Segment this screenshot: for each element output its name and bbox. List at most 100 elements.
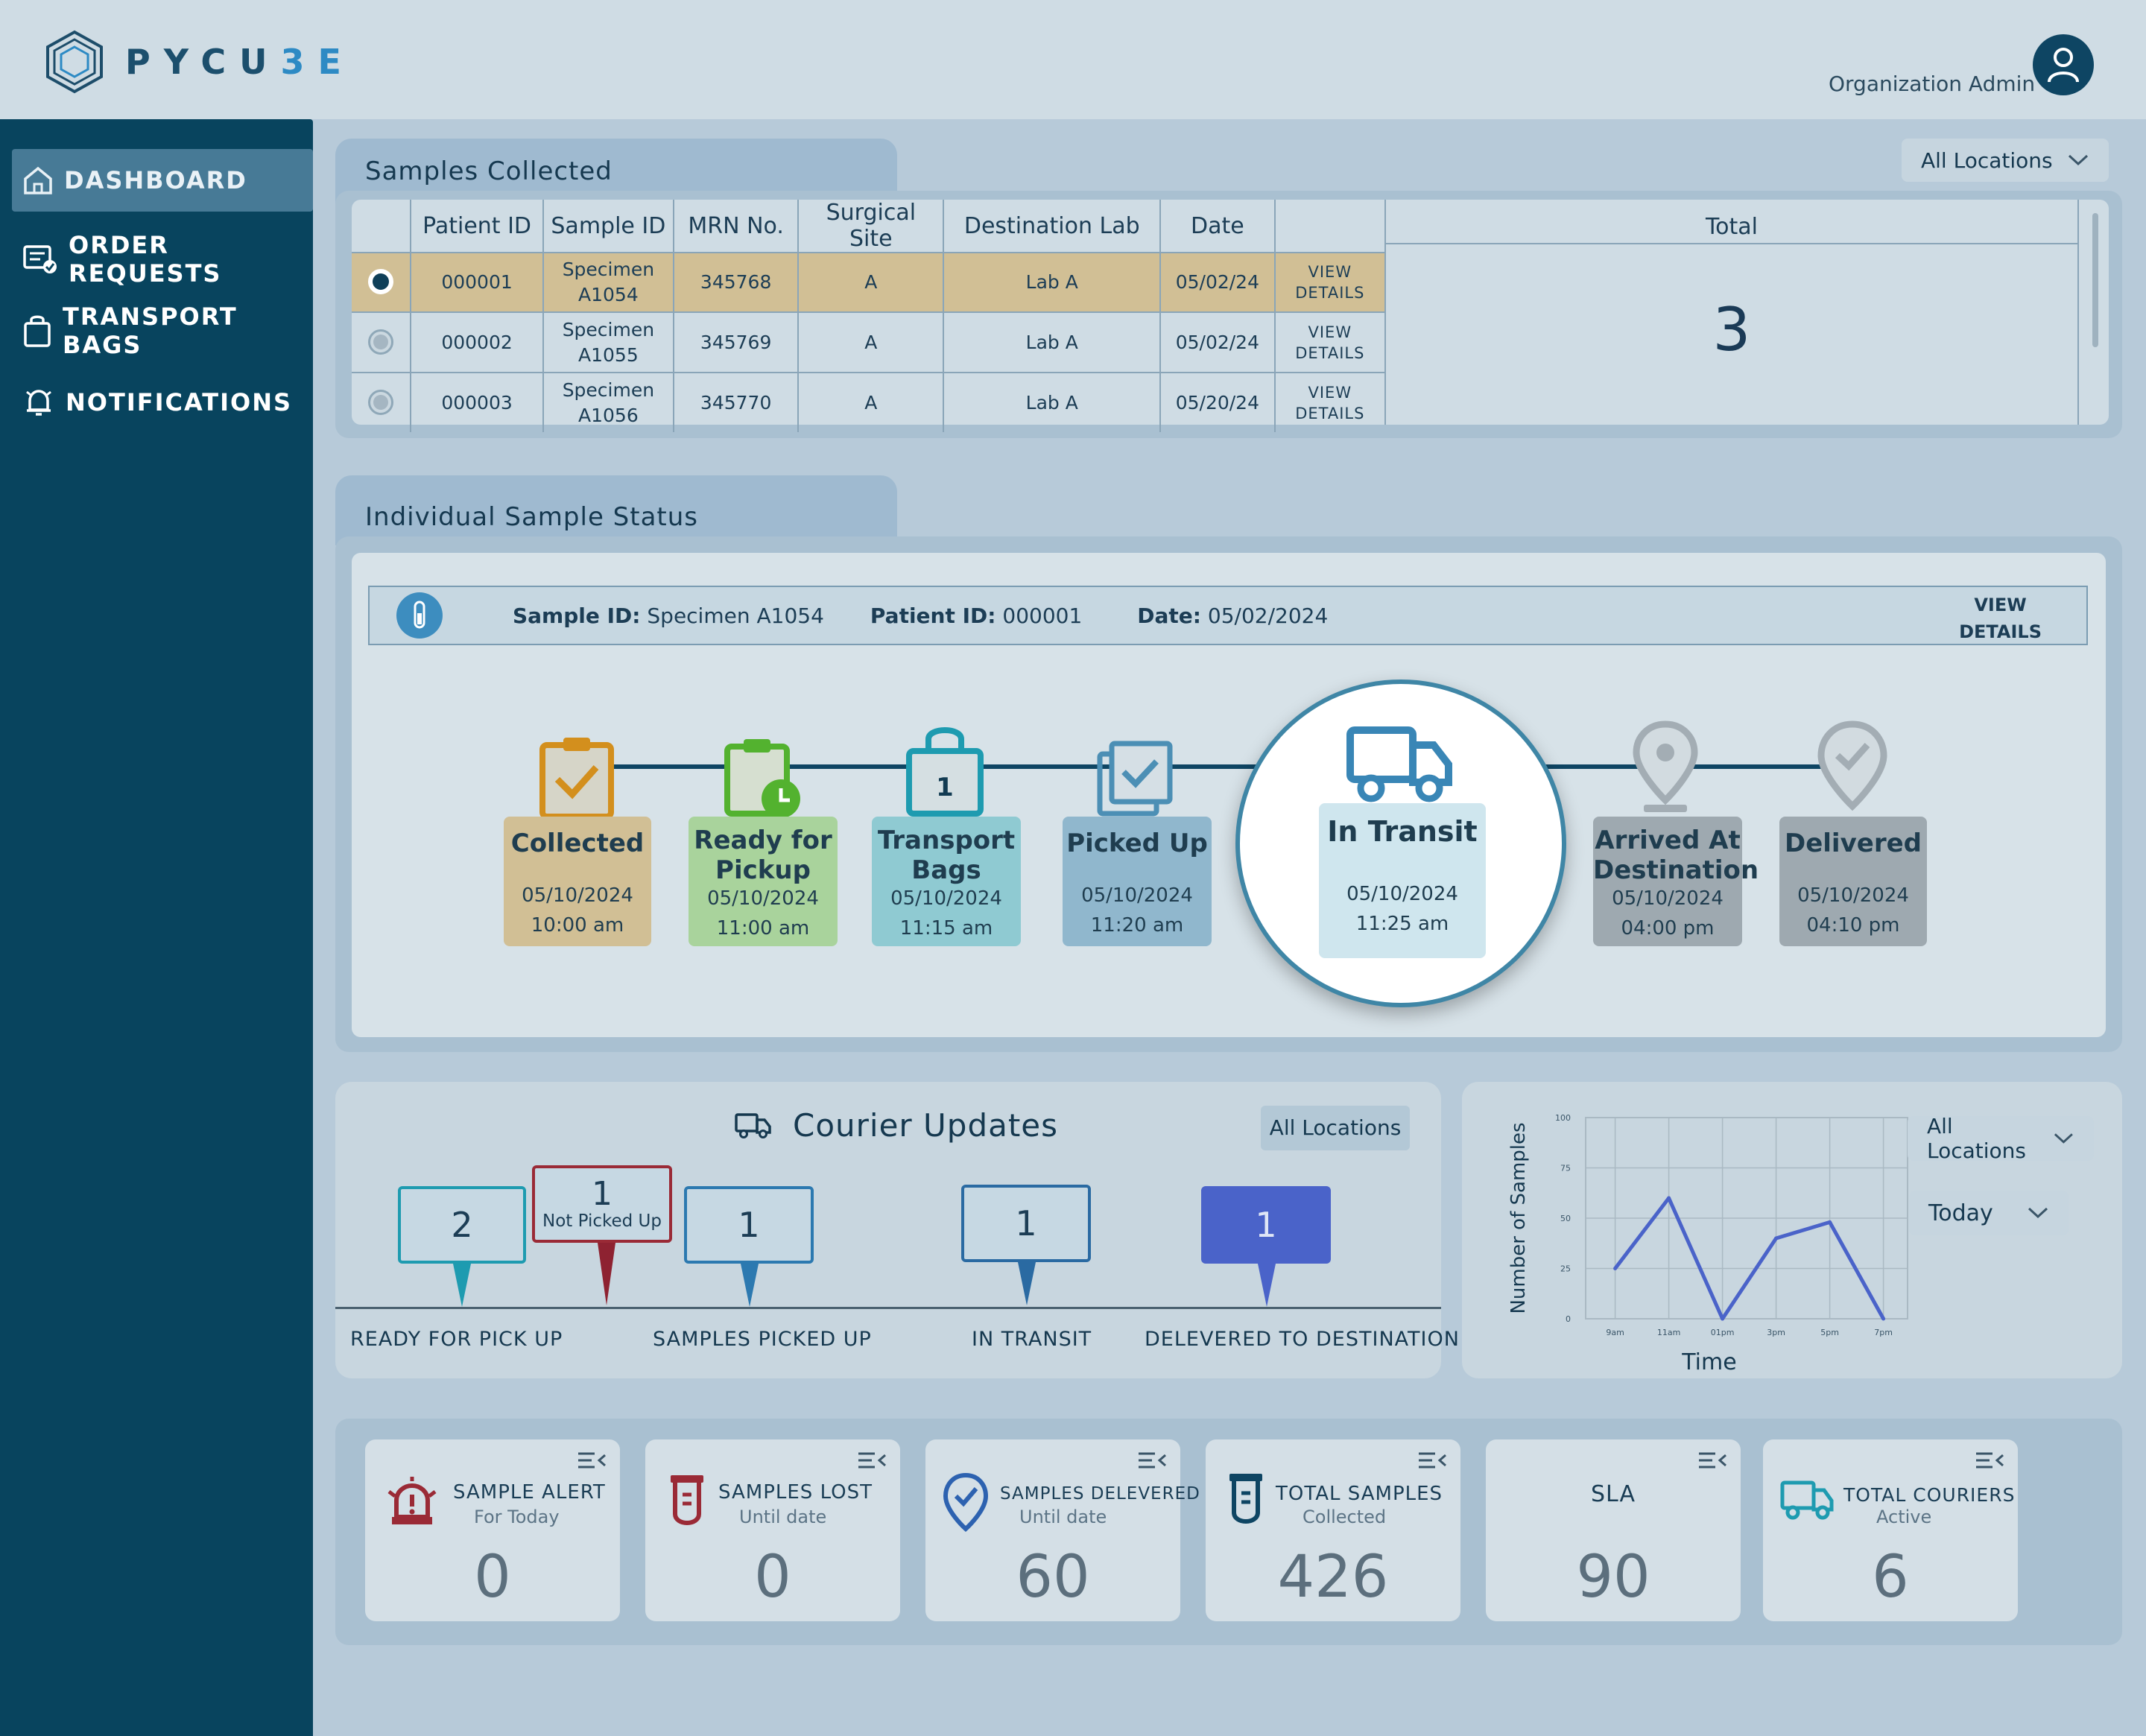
- timeline-line: [575, 764, 1872, 769]
- marker-value: 2: [451, 1205, 473, 1245]
- step-time: 04:10 pm: [1806, 914, 1900, 937]
- sidebar-item-label: ORDER REQUESTS: [69, 231, 222, 288]
- table-row[interactable]: 000001 Specimen A1054 345768 A Lab A 05/0…: [352, 253, 1384, 313]
- user-avatar[interactable]: [2033, 34, 2094, 95]
- data-point: [1613, 1267, 1618, 1270]
- step-in-transit[interactable]: In Transit 05/10/2024 11:25 am: [1319, 803, 1486, 958]
- filter-menu-icon[interactable]: [577, 1451, 607, 1471]
- radio-button[interactable]: [368, 389, 394, 415]
- data-point: [1774, 1236, 1779, 1241]
- step-arrived-at-destination[interactable]: Arrived At Destination 05/10/2024 04:00 …: [1593, 817, 1759, 946]
- samples-location-dropdown[interactable]: All Locations: [1902, 139, 2109, 182]
- table-row[interactable]: 000002 Specimen A1055 345769 A Lab A 05/0…: [352, 312, 1384, 373]
- row-select[interactable]: [352, 312, 411, 373]
- radio-button[interactable]: [368, 268, 394, 294]
- table-scrollbar[interactable]: [2077, 200, 2109, 425]
- courier-updates-header: Courier Updates: [735, 1107, 1058, 1144]
- step-date: 05/10/2024: [707, 887, 819, 910]
- samples-table-card: Patient ID Sample ID MRN No. Surgical Si…: [352, 200, 2109, 432]
- step-transport-bags[interactable]: Transport Bags 05/10/2024 11:15 am: [872, 817, 1021, 946]
- column-header: MRN No.: [673, 200, 799, 253]
- cube-logo-icon: [46, 30, 103, 94]
- stat-card-total-couriers[interactable]: TOTAL COURIERS Active 6: [1763, 1439, 2018, 1621]
- stat-value: 60: [1016, 1544, 1090, 1611]
- data-point: [1828, 1220, 1832, 1224]
- dropdown-label: All Locations: [1927, 1114, 2027, 1163]
- location-check-icon: [1817, 720, 1887, 811]
- sidebar-item-transport-bags[interactable]: TRANSPORT BAGS: [12, 300, 313, 362]
- filter-menu-icon[interactable]: [1417, 1451, 1447, 1471]
- filter-menu-icon[interactable]: [1975, 1451, 2004, 1471]
- step-date: 05/10/2024: [1612, 887, 1724, 910]
- filter-menu-icon[interactable]: [1137, 1451, 1167, 1471]
- step-title-line2: Bags: [911, 855, 981, 885]
- chevron-down-icon: [2054, 1133, 2074, 1144]
- sidebar-item-notifications[interactable]: NOTIFICATIONS: [12, 371, 313, 434]
- y-tick-label: 100: [1555, 1113, 1571, 1123]
- stat-card-total-samples[interactable]: TOTAL SAMPLES Collected 426: [1206, 1439, 1460, 1621]
- filter-menu-icon[interactable]: [857, 1451, 887, 1471]
- sidebar-item-order-requests[interactable]: ORDER REQUESTS: [12, 228, 313, 291]
- courier-location-button[interactable]: All Locations: [1261, 1106, 1410, 1150]
- stat-card-sample-alert[interactable]: SAMPLE ALERT For Today 0: [365, 1439, 620, 1621]
- step-time: 11:15 am: [899, 917, 993, 940]
- step-picked-up[interactable]: Picked Up 05/10/2024 11:20 am: [1063, 817, 1212, 946]
- cell-sample-id: Specimen A1056: [542, 373, 674, 432]
- marker-samples-picked-up[interactable]: 1: [684, 1186, 814, 1264]
- stat-value: 6: [1872, 1544, 1909, 1611]
- row-select[interactable]: [352, 373, 411, 432]
- marker-delivered[interactable]: 1: [1201, 1186, 1331, 1264]
- view-details-link[interactable]: VIEW DETAILS: [1273, 312, 1384, 373]
- data-point: [1721, 1317, 1725, 1321]
- stat-title: TOTAL COURIERS: [1843, 1484, 2016, 1506]
- step-title: Ready for: [694, 826, 832, 855]
- view-details-link[interactable]: VIEW DETAILS: [1273, 373, 1384, 432]
- filter-menu-icon[interactable]: [1697, 1451, 1727, 1471]
- step-title: Arrived At: [1595, 826, 1741, 855]
- stat-card-samples-lost[interactable]: SAMPLES LOST Until date 0: [645, 1439, 900, 1621]
- step-title: Transport: [877, 826, 1016, 855]
- cell-patient-id: 000001: [410, 253, 543, 313]
- column-header: Destination Lab: [943, 200, 1161, 253]
- stat-title: TOTAL SAMPLES: [1276, 1483, 1443, 1505]
- chart-period-dropdown[interactable]: Today: [1909, 1191, 2069, 1235]
- view-details-link[interactable]: VIEW DETAILS: [1273, 253, 1384, 313]
- row-select[interactable]: [352, 253, 411, 313]
- scrollbar-thumb[interactable]: [2092, 213, 2098, 347]
- home-icon: [24, 166, 52, 194]
- marker-not-picked-up[interactable]: 1 Not Picked Up: [532, 1165, 672, 1243]
- marker-pin: [453, 1264, 471, 1307]
- test-tube-icon: [396, 592, 443, 639]
- clipboard-check-icon: [539, 738, 614, 820]
- total-header: Total: [1384, 200, 2077, 244]
- marker-in-transit[interactable]: 1: [961, 1185, 1091, 1262]
- x-tick-label: 9am: [1606, 1328, 1624, 1337]
- sidebar-item-label: NOTIFICATIONS: [66, 388, 293, 416]
- stat-value: 90: [1576, 1544, 1650, 1611]
- brand-logo[interactable]: PYCU3E: [45, 30, 355, 94]
- y-tick-label: 25: [1560, 1264, 1571, 1274]
- step-time: 11:00 am: [716, 917, 810, 940]
- sidebar-item-label: TRANSPORT BAGS: [63, 302, 238, 359]
- location-pin-icon: [1633, 720, 1698, 812]
- table-row[interactable]: 000003 Specimen A1056 345770 A Lab A 05/2…: [352, 373, 1384, 432]
- view-details-link[interactable]: VIEW DETAILS: [1959, 595, 2042, 642]
- stat-card-samples-delivered[interactable]: SAMPLES DELEVERED Until date 60: [925, 1439, 1200, 1621]
- step-collected[interactable]: Collected 05/10/2024 10:00 am: [504, 817, 651, 946]
- marker-ready-for-pickup[interactable]: 2: [398, 1186, 526, 1264]
- marker-value: 1: [738, 1205, 760, 1245]
- stat-card-sla[interactable]: SLA 90: [1486, 1439, 1741, 1621]
- chart-location-dropdown[interactable]: All Locations: [1908, 1114, 2094, 1163]
- courier-updates-title: Courier Updates: [793, 1107, 1059, 1144]
- step-title: In Transit: [1327, 815, 1478, 848]
- order-list-icon: [23, 245, 57, 273]
- step-date: 05/10/2024: [522, 884, 633, 907]
- sidebar-item-dashboard[interactable]: DASHBOARD: [12, 149, 313, 212]
- select-column-header: [352, 200, 411, 253]
- radio-button[interactable]: [368, 329, 394, 355]
- step-ready-for-pickup[interactable]: Ready for Pickup 05/10/2024 11:00 am: [689, 817, 838, 946]
- step-delivered[interactable]: Delivered 05/10/2024 04:10 pm: [1779, 817, 1927, 946]
- marker-sub-label: Not Picked Up: [542, 1211, 662, 1231]
- stat-title: SLA: [1591, 1481, 1636, 1507]
- label-delivered-to-destination: DELEVERED TO DESTINATION: [1145, 1328, 1460, 1351]
